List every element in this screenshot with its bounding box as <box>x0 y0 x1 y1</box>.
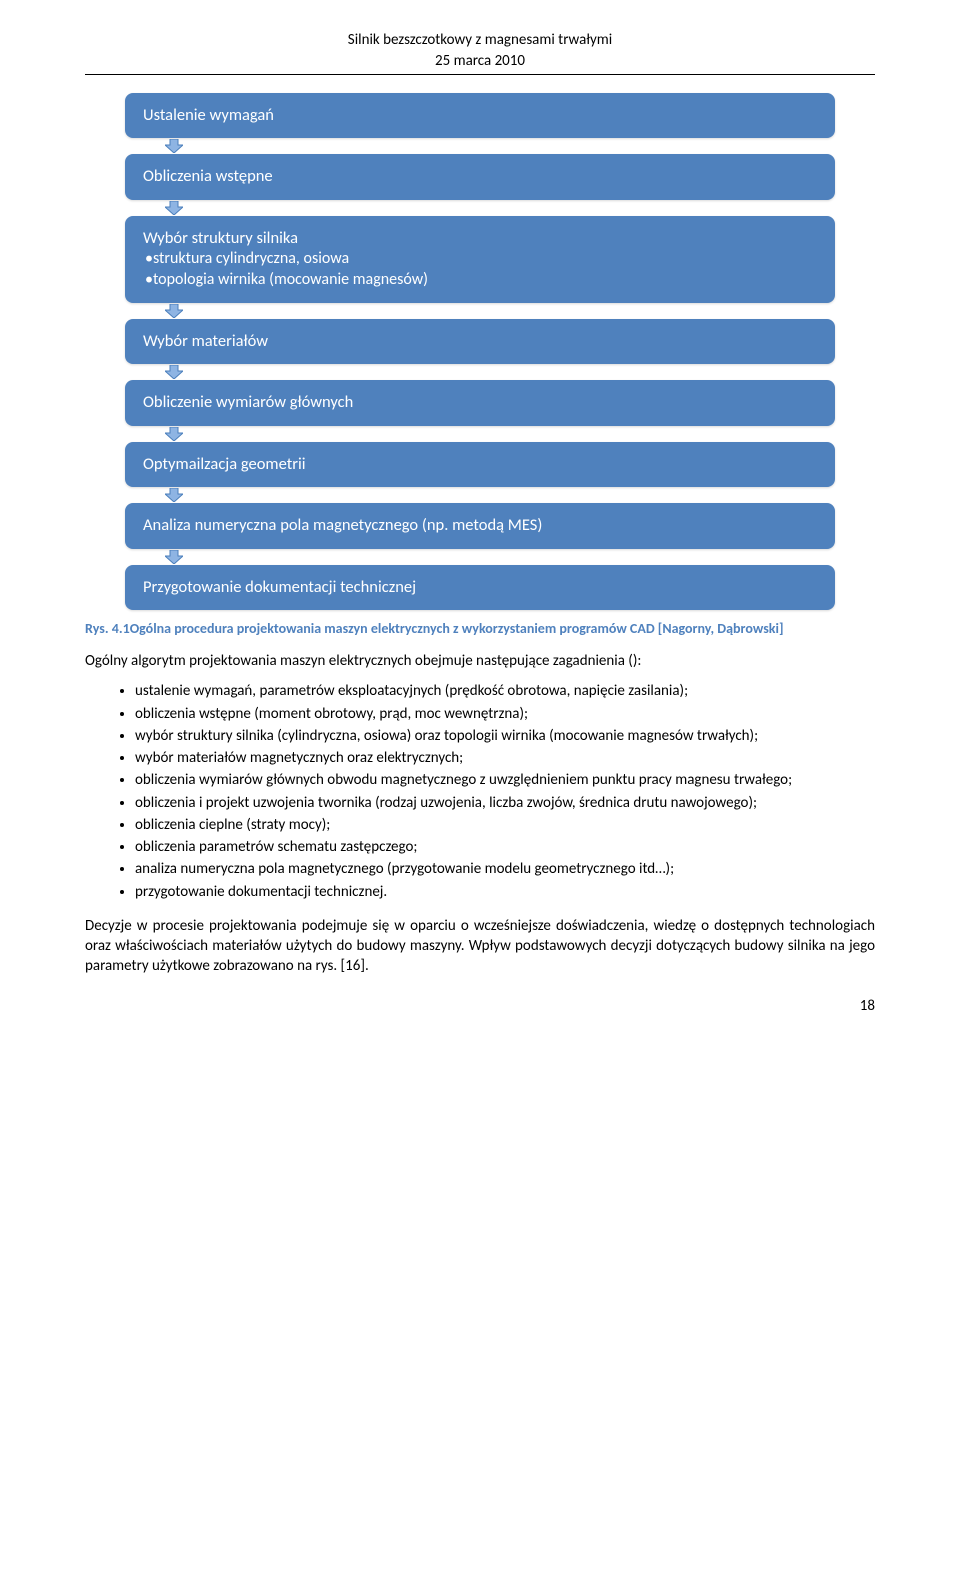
list-item: obliczenia wstępne (moment obrotowy, prą… <box>135 704 875 724</box>
flow-box: Wybór materiałów <box>125 319 835 364</box>
list-item: obliczenia wymiarów głównych obwodu magn… <box>135 770 875 790</box>
flow-box: Ustalenie wymagań <box>125 93 835 138</box>
list-item: wybór materiałów magnetycznych oraz elek… <box>135 748 875 768</box>
bullet-list: ustalenie wymagań, parametrów eksploatac… <box>85 681 875 902</box>
flow-box-title: Wybór materiałów <box>143 331 817 352</box>
flow-box-title: Ustalenie wymagań <box>143 105 817 126</box>
flow-box-title: Analiza numeryczna pola magnetycznego (n… <box>143 515 817 536</box>
list-item: obliczenia parametrów schematu zastępcze… <box>135 837 875 857</box>
list-item: wybór struktury silnika (cylindryczna, o… <box>135 726 875 746</box>
flow-arrow-icon <box>165 200 183 216</box>
list-item: przygotowanie dokumentacji technicznej. <box>135 882 875 902</box>
list-item: obliczenia cieplne (straty mocy); <box>135 815 875 835</box>
flow-box-title: Optymailzacja geometrii <box>143 454 817 475</box>
page-header: Silnik bezszczotkowy z magnesami trwałym… <box>85 30 875 75</box>
flow-box: Przygotowanie dokumentacji technicznej <box>125 565 835 610</box>
list-item: analiza numeryczna pola magnetycznego (p… <box>135 859 875 879</box>
flow-box: Obliczenia wstępne <box>125 154 835 199</box>
figure-caption: Rys. 4.1Ogólna procedura projektowania m… <box>85 620 875 637</box>
header-title: Silnik bezszczotkowy z magnesami trwałym… <box>85 30 875 51</box>
flow-box-title: Wybór struktury silnika <box>143 228 817 249</box>
header-underline <box>85 74 875 75</box>
flow-arrow-icon <box>165 426 183 442</box>
list-item: obliczenia i projekt uzwojenia twornika … <box>135 793 875 813</box>
header-date: 25 marca 2010 <box>85 51 875 72</box>
flow-box-title: Przygotowanie dokumentacji technicznej <box>143 577 817 598</box>
list-item: ustalenie wymagań, parametrów eksploatac… <box>135 681 875 701</box>
flow-box-sub: •topologia wirnika (mocowanie magnesów) <box>143 270 817 291</box>
flowchart: Ustalenie wymagań Obliczenia wstępne Wyb… <box>85 93 875 610</box>
flow-box: Analiza numeryczna pola magnetycznego (n… <box>125 503 835 548</box>
flow-box: Wybór struktury silnika•struktura cylind… <box>125 216 835 303</box>
flow-arrow-icon <box>165 364 183 380</box>
flow-box-title: Obliczenia wstępne <box>143 166 817 187</box>
flow-arrow-icon <box>165 487 183 503</box>
flow-arrow-icon <box>165 303 183 319</box>
flow-box-title: Obliczenie wymiarów głównych <box>143 392 817 413</box>
flow-box: Obliczenie wymiarów głównych <box>125 380 835 425</box>
page-number: 18 <box>85 997 875 1015</box>
flow-box-sub: •struktura cylindryczna, osiowa <box>143 249 817 270</box>
flow-arrow-icon <box>165 549 183 565</box>
intro-paragraph: Ogólny algorytm projektowania maszyn ele… <box>85 651 875 671</box>
flow-arrow-icon <box>165 138 183 154</box>
flow-box: Optymailzacja geometrii <box>125 442 835 487</box>
closing-paragraph: Decyzje w procesie projektowania podejmu… <box>85 916 875 977</box>
